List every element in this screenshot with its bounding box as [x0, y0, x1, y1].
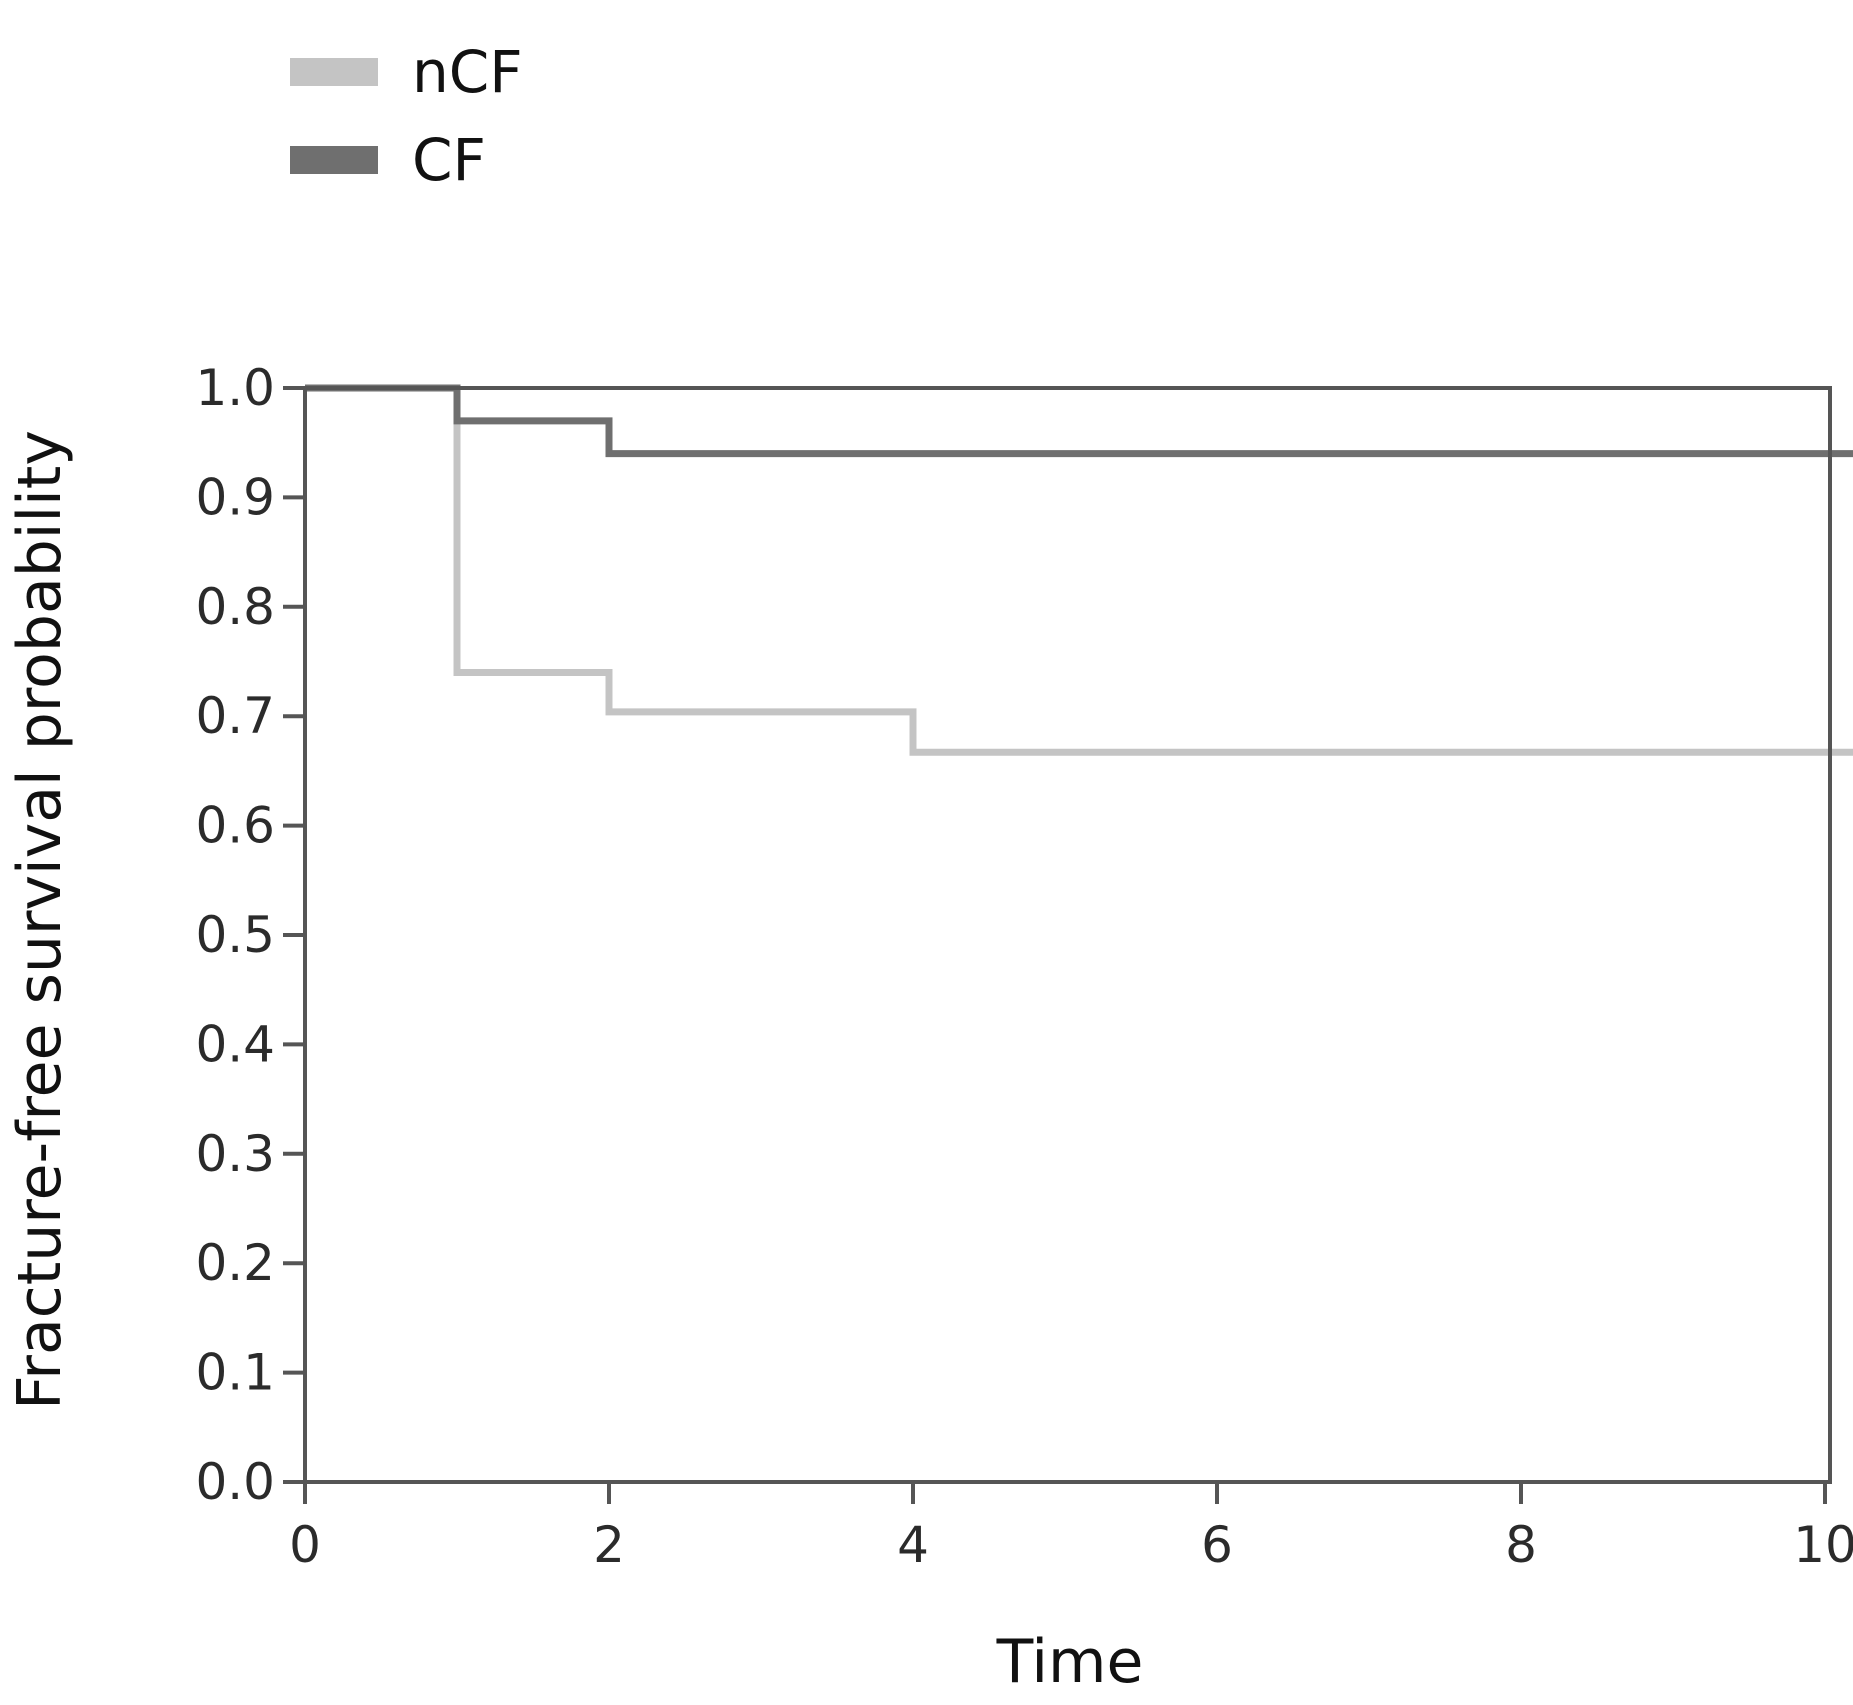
y-tick-label: 0.7: [195, 687, 275, 745]
y-tick-label: 0.6: [195, 797, 275, 855]
series-line-cf: [305, 384, 1853, 458]
y-tick-label: 0.9: [195, 468, 275, 526]
x-axis-title: Time: [996, 1627, 1144, 1697]
x-axis: 024681012141618: [289, 1482, 1853, 1574]
series-line-ncf: [305, 384, 1853, 756]
legend-swatch-ncf: [290, 58, 378, 86]
plot-frame: [303, 386, 1832, 1484]
legend: nCF CF: [290, 38, 523, 194]
x-tick-label: 0: [289, 1516, 321, 1574]
x-tick-label: 6: [1201, 1516, 1233, 1574]
x-tick-label: 10: [1793, 1516, 1853, 1574]
x-tick-label: 8: [1505, 1516, 1537, 1574]
series-layer: [305, 384, 1853, 756]
legend-swatch-cf: [290, 146, 378, 174]
y-axis-title: Fracture-free survival probability: [5, 430, 75, 1410]
y-tick-label: 0.5: [195, 906, 275, 964]
legend-label-ncf: nCF: [412, 38, 523, 106]
y-tick-label: 0.4: [195, 1015, 275, 1073]
legend-label-cf: CF: [412, 126, 486, 194]
y-tick-label: 0.2: [195, 1234, 275, 1292]
y-tick-label: 0.8: [195, 578, 275, 636]
y-tick-label: 0.0: [195, 1453, 275, 1511]
y-tick-label: 0.3: [195, 1125, 275, 1183]
y-axis: 0.0 0.1 0.2 0.3 0.4 0.5 0.6 0.7 0.8 0.9 1.0: [195, 359, 305, 1511]
x-tick-label: 4: [897, 1516, 929, 1574]
y-tick-label: 1.0: [195, 359, 275, 417]
y-tick-label: 0.1: [195, 1344, 275, 1402]
x-tick-label: 2: [593, 1516, 625, 1574]
